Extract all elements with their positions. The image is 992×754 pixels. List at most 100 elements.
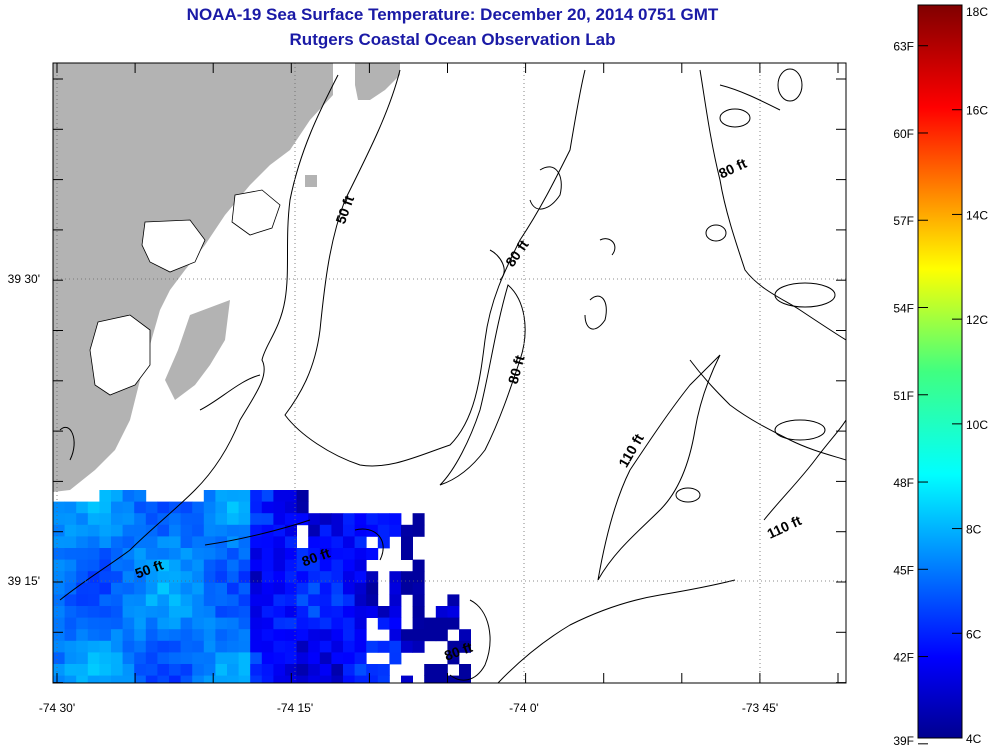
sst-pixel (296, 675, 309, 683)
sst-pixel (285, 606, 297, 618)
sst-pixel (99, 664, 112, 676)
sst-pixel (308, 524, 321, 537)
sst-pixel (76, 640, 89, 653)
sst-pixel (319, 513, 332, 526)
sst-pixel (64, 536, 77, 549)
sst-pixel (296, 640, 309, 653)
sst-pixel (296, 617, 309, 630)
sst-pixel (215, 524, 228, 537)
sst-pixel (377, 524, 390, 537)
sst-pixel (203, 524, 216, 537)
sst-pixel (250, 675, 263, 683)
sst-pixel (331, 548, 344, 560)
sst-pixel (435, 664, 448, 676)
sst-pixel (145, 582, 158, 595)
sst-pixel (53, 664, 65, 676)
sst-pixel (319, 675, 332, 683)
sst-pixel (87, 664, 100, 676)
sst-pixel (64, 617, 77, 630)
sst-pixel (192, 617, 205, 630)
sst-pixel (261, 571, 274, 584)
contour-label: 110 ft (765, 512, 805, 542)
sst-pixel (261, 640, 274, 653)
sst-pixel (435, 675, 448, 683)
sst-pixel (99, 652, 112, 665)
sst-pixel (134, 617, 147, 630)
sst-pixel (227, 664, 239, 676)
sst-pixel (331, 582, 344, 595)
sst-pixel (447, 675, 460, 683)
sst-pixel (250, 524, 263, 537)
sst-pixel (308, 536, 321, 549)
sst-pixel (296, 490, 309, 502)
sst-pixel (308, 571, 321, 584)
sst-pixel (169, 513, 181, 526)
sst-pixel (261, 513, 274, 526)
sst-pixel (377, 640, 390, 653)
sst-pixel (354, 675, 367, 683)
sst-pixel (285, 548, 297, 560)
sst-pixel (111, 548, 123, 560)
sst-pixel (134, 490, 147, 502)
sst-pixel (250, 513, 263, 526)
sst-pixel (76, 513, 89, 526)
sst-pixel (192, 594, 205, 607)
sst-pixel (203, 594, 216, 607)
sst-pixel (134, 675, 147, 683)
sst-pixel (319, 617, 332, 630)
sst-pixel (99, 675, 112, 683)
sst-pixel (366, 548, 379, 560)
sst-pixel (296, 513, 309, 526)
sst-pixel (389, 571, 402, 584)
sst-pixel (435, 606, 448, 618)
colorbar-celsius-label: 4C (966, 732, 982, 746)
sst-pixel (250, 664, 263, 676)
sst-pixel (215, 606, 228, 618)
sst-pixel (296, 606, 309, 618)
sst-pixel (261, 501, 274, 514)
x-tick-labels: -74 30' -74 15' -74 0' -73 45' (39, 701, 778, 715)
sst-pixel (134, 501, 147, 514)
colorbar-gradient (917, 4, 963, 739)
sst-pixel (180, 501, 193, 514)
sst-pixel (169, 548, 181, 560)
sst-pixel (192, 524, 205, 537)
sst-pixel (203, 571, 216, 584)
sst-pixel (319, 606, 332, 618)
sst-pixel (343, 524, 355, 537)
sst-pixel (238, 513, 251, 526)
sst-pixel (87, 594, 100, 607)
sst-pixel (111, 640, 123, 653)
sst-pixel (111, 594, 123, 607)
sst-pixel (227, 582, 239, 595)
sst-pixel (157, 640, 170, 653)
sst-pixel (273, 640, 286, 653)
sst-pixel (412, 606, 425, 618)
sst-pixel (53, 513, 65, 526)
sst-pixel (261, 594, 274, 607)
sst-pixel (192, 501, 205, 514)
sst-pixel (250, 559, 263, 572)
sst-pixel (250, 548, 263, 560)
sst-pixel (53, 536, 65, 549)
sst-pixel (331, 559, 344, 572)
sst-pixel (203, 664, 216, 676)
sst-pixel (53, 629, 65, 642)
sst-pixel (343, 629, 355, 642)
sst-pixel (331, 513, 344, 526)
sst-pixel (308, 629, 321, 642)
sst-pixel (238, 606, 251, 618)
sst-pixel (343, 513, 355, 526)
sst-pixel (331, 629, 344, 642)
sst-pixel (238, 524, 251, 537)
sst-pixel (180, 664, 193, 676)
sst-pixel (319, 582, 332, 595)
sst-pixel (215, 501, 228, 514)
colorbar-fahrenheit-label: 57F (893, 214, 914, 228)
sst-pixel (111, 582, 123, 595)
sst-pixel (331, 652, 344, 665)
sst-pixel (203, 629, 216, 642)
sst-pixel (169, 606, 181, 618)
sst-pixel (87, 501, 100, 514)
sst-pixel (401, 571, 413, 584)
